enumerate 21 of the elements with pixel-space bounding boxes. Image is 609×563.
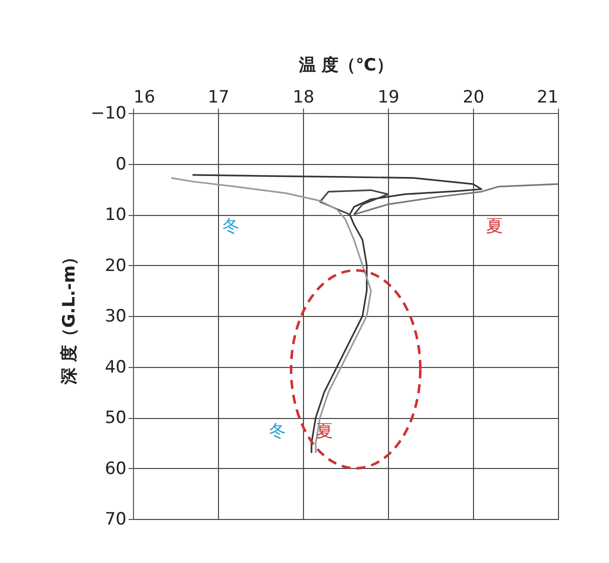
x-tick-label: 20 xyxy=(462,88,484,108)
y-tick-label: 70 xyxy=(104,510,126,530)
x-tick-label: 19 xyxy=(378,88,400,108)
annotation: 夏 xyxy=(486,216,503,237)
annotation: 冬 xyxy=(269,422,286,442)
annotation: 夏 xyxy=(316,422,333,442)
y-tick-label: 0 xyxy=(116,154,126,174)
annotation: 冬 xyxy=(222,216,240,237)
y-axis-title: 深 度（G.L.-m） xyxy=(60,248,80,386)
x-tick-label: 21 xyxy=(536,88,558,108)
y-tick-label: 20 xyxy=(104,256,126,276)
y-tick-label: −10 xyxy=(90,104,126,124)
y-tick-label: 50 xyxy=(104,408,126,428)
y-tick-label: 40 xyxy=(104,357,126,378)
y-tick-label: 10 xyxy=(104,205,126,225)
x-tick-label: 16 xyxy=(134,88,156,108)
x-axis-title: 温 度（℃） xyxy=(298,56,394,76)
x-tick-label: 17 xyxy=(208,88,230,108)
y-tick-label: 30 xyxy=(104,306,126,326)
x-tick-label: 18 xyxy=(292,88,314,108)
y-tick-label: 60 xyxy=(104,458,126,479)
